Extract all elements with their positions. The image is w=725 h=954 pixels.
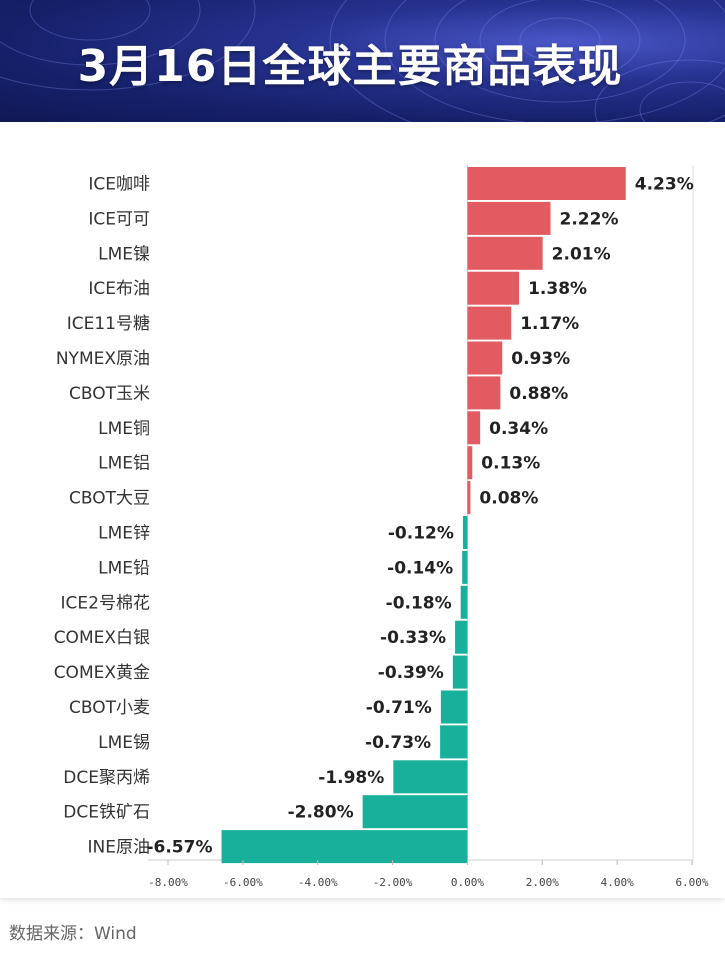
category-label: LME镍	[98, 244, 150, 264]
value-label: 1.17%	[520, 314, 579, 334]
bar	[467, 341, 503, 375]
bar	[455, 620, 468, 654]
data-source-note: 数据来源：Wind	[9, 924, 137, 944]
value-label: 0.93%	[511, 349, 570, 369]
value-label: -0.73%	[365, 733, 431, 753]
value-label: 4.23%	[635, 175, 694, 195]
category-label: CBOT大豆	[69, 489, 150, 509]
value-label: 0.08%	[479, 489, 538, 509]
value-label: -1.98%	[318, 768, 384, 788]
bar	[467, 481, 471, 515]
value-label: 2.22%	[560, 209, 619, 229]
category-label: DCE铁矿石	[63, 803, 150, 823]
page-title: 3月16日全球主要商品表现	[77, 41, 623, 92]
category-label: ICE布油	[88, 279, 150, 299]
x-tick-label: -2.00%	[373, 876, 413, 889]
bar	[467, 236, 543, 270]
value-label: 1.38%	[528, 279, 587, 299]
bar	[462, 550, 468, 584]
chart-panel: ICE咖啡 4.23% ICE可可 2.22% LME镍 2.01% ICE布油 1.38% I…	[0, 122, 725, 898]
category-label: ICE可可	[88, 209, 150, 229]
category-label: DCE聚丙烯	[63, 768, 150, 788]
x-tick-label: -8.00%	[148, 876, 188, 889]
value-label: 0.13%	[481, 454, 540, 474]
bar	[362, 795, 468, 829]
bar	[462, 516, 468, 549]
category-label: ICE2号棉花	[61, 593, 150, 613]
category-label: LME铅	[98, 558, 150, 578]
category-label: CBOT玉米	[69, 384, 150, 404]
x-tick-label: 6.00%	[675, 876, 708, 889]
value-label: -0.33%	[380, 628, 446, 648]
bar	[440, 725, 468, 759]
bar-chart: ICE咖啡 4.23% ICE可可 2.22% LME镍 2.01% ICE布油 1.38% I…	[54, 165, 709, 889]
x-tick-label: 2.00%	[526, 876, 559, 889]
value-label: -0.18%	[386, 593, 452, 613]
x-tick-label: -4.00%	[298, 876, 338, 889]
category-label: ICE咖啡	[88, 175, 150, 195]
x-tick-label: -6.00%	[223, 876, 263, 889]
category-label: LME锡	[98, 733, 150, 753]
value-label: -0.12%	[388, 524, 454, 544]
category-label: LME铜	[98, 419, 150, 439]
title-banner: 3月16日全球主要商品表现	[0, 0, 725, 122]
contour-background	[0, 0, 725, 122]
value-label: -0.39%	[378, 663, 444, 683]
bar	[467, 376, 501, 410]
category-label: ICE11号糖	[67, 314, 150, 334]
value-label: 0.88%	[509, 384, 568, 404]
bar	[393, 760, 468, 794]
category-label: NYMEX原油	[56, 349, 150, 369]
value-label: 0.34%	[489, 419, 548, 439]
bar	[467, 446, 473, 480]
category-label: LME铝	[98, 454, 150, 474]
bar	[452, 655, 468, 689]
value-label: -0.14%	[387, 558, 453, 578]
bar	[467, 201, 551, 235]
category-label: LME锌	[98, 524, 150, 544]
category-label: CBOT小麦	[69, 698, 150, 718]
value-label: 2.01%	[552, 244, 611, 264]
value-label: -2.80%	[288, 803, 354, 823]
bar	[467, 271, 520, 305]
category-label: COMEX黄金	[54, 663, 150, 683]
category-label: INE原油	[88, 838, 150, 858]
x-tick-label: 0.00%	[451, 876, 484, 889]
value-label: -6.57%	[146, 838, 212, 858]
x-tick-label: 4.00%	[601, 876, 634, 889]
bar	[460, 585, 468, 619]
bar	[467, 167, 626, 200]
category-label: COMEX白银	[54, 628, 150, 648]
bar	[467, 306, 512, 340]
bar	[467, 411, 481, 445]
value-label: -0.71%	[366, 698, 432, 718]
bar	[440, 690, 468, 724]
bar	[221, 830, 468, 864]
